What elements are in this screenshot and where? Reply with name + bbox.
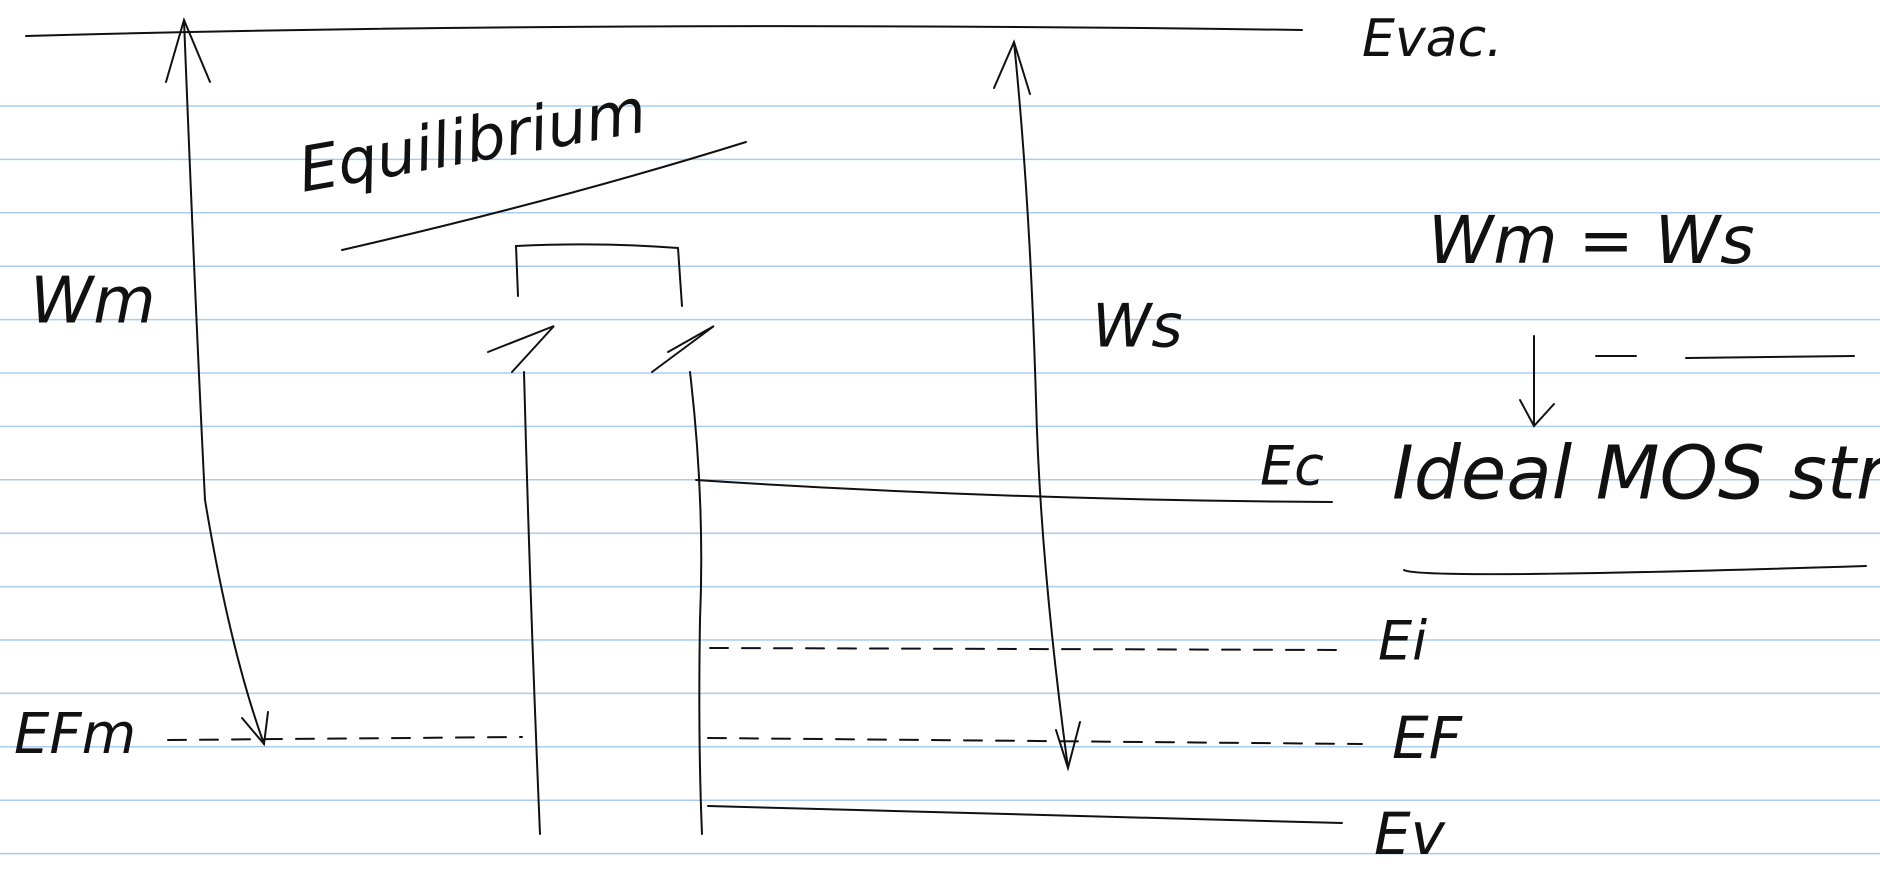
vacuum-level-line	[25, 25, 1303, 37]
condition: Wm = Ws	[1428, 202, 1754, 279]
title: Equilibrium	[293, 74, 652, 207]
conduction-band	[695, 479, 1333, 503]
break-marks	[487, 325, 715, 373]
fermi-level	[707, 737, 1363, 745]
ev-label: Ev	[1374, 800, 1447, 868]
ws-arrow	[1013, 41, 1069, 769]
dashes	[1595, 355, 1855, 359]
efm-label: EFm	[14, 702, 136, 767]
ruled-lines	[0, 105, 1880, 855]
ei-label: Ei	[1378, 610, 1427, 673]
vacuum-level-label: Evac.	[1362, 9, 1503, 69]
arrowhead	[993, 39, 1031, 95]
arrowhead	[241, 711, 269, 747]
arrowhead	[165, 17, 211, 83]
implies-arrow	[1519, 335, 1555, 428]
intrinsic-level	[709, 647, 1345, 651]
valence-band	[707, 805, 1343, 824]
conclusion: Ideal MOS str.	[1392, 431, 1880, 517]
oxide-semiconductor-wall	[689, 371, 703, 835]
wm-label: Wm	[30, 265, 156, 339]
wm-arrow	[183, 19, 265, 745]
metal-fermi-level	[167, 736, 523, 741]
ef-label: EF	[1392, 704, 1464, 772]
ec-label: Ec	[1260, 435, 1324, 498]
arrowhead	[1055, 721, 1081, 772]
oxide-bracket	[514, 243, 683, 307]
conclusion-underline	[1403, 565, 1867, 576]
ws-label: Ws	[1092, 292, 1183, 362]
metal-oxide-wall	[523, 371, 541, 835]
title-underline	[341, 141, 747, 251]
